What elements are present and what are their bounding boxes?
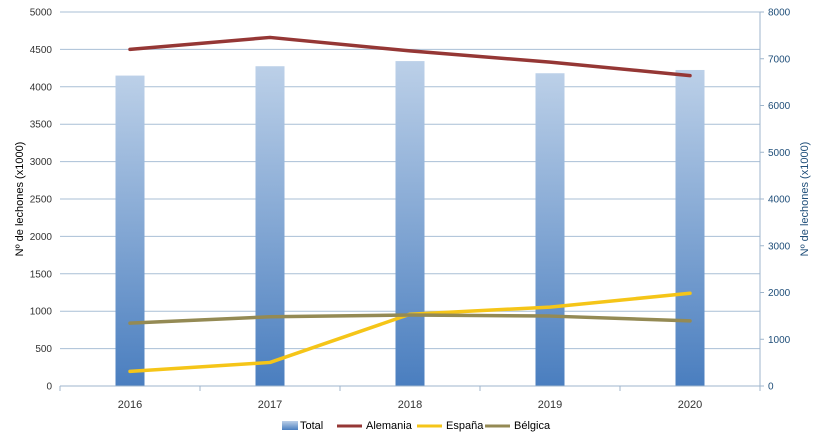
- legend-swatch-total: [282, 421, 298, 430]
- y-tick-label: 500: [35, 344, 52, 355]
- bar-total-2018: [395, 61, 425, 387]
- bar-total-2019: [535, 73, 565, 387]
- y-tick-label: 3000: [30, 157, 53, 168]
- y2-tick-label: 3000: [768, 241, 791, 252]
- x-tick-label: 2019: [538, 399, 562, 411]
- legend-label-alemania: Alemania: [366, 420, 413, 432]
- y2-axis-title: Nº de lechones (x1000): [799, 142, 811, 257]
- y-tick-label: 4500: [30, 45, 53, 56]
- y2-tick-label: 1000: [768, 335, 791, 346]
- y-axis-title: Nº de lechones (x1000): [14, 142, 26, 257]
- y-tick-label: 2000: [30, 232, 53, 243]
- y2-tick-label: 8000: [768, 8, 791, 19]
- y2-tick-label: 5000: [768, 148, 791, 159]
- axes: 0 500 1000 1500 2000 2500 3000 3500 4000 4500 5000…: [30, 8, 791, 412]
- y-tick-label: 4000: [30, 82, 53, 93]
- y2-tick-label: 7000: [768, 54, 791, 65]
- legend-label-total: Total: [300, 420, 323, 432]
- y2-tick-label: 4000: [768, 195, 791, 206]
- legend: Total Alemania España Bélgica: [282, 420, 551, 432]
- legend-label-espana: España: [446, 420, 484, 432]
- y2-tick-label: 0: [768, 382, 774, 393]
- line-series: [128, 35, 692, 374]
- y2-tick-label: 2000: [768, 288, 791, 299]
- legend-label-belgica: Bélgica: [514, 420, 551, 432]
- line-alemania: [128, 35, 692, 78]
- y-tick-label: 5000: [30, 8, 53, 19]
- y-tick-label: 1500: [30, 269, 53, 280]
- bar-total-2017: [255, 66, 285, 386]
- y-tick-label: 0: [46, 382, 52, 393]
- bar-total-2020: [675, 69, 705, 386]
- line-belgica: [128, 313, 692, 325]
- x-tick-label: 2018: [398, 399, 422, 411]
- y2-tick-label: 6000: [768, 101, 791, 112]
- x-tick-label: 2020: [678, 399, 702, 411]
- y-tick-label: 3500: [30, 120, 53, 131]
- x-tick-label: 2017: [258, 399, 282, 411]
- bar-total-2016: [115, 75, 145, 386]
- x-tick-label: 2016: [118, 399, 142, 411]
- bar-series-total: [115, 61, 705, 387]
- y-tick-label: 2500: [30, 195, 53, 206]
- y-tick-label: 1000: [30, 307, 53, 318]
